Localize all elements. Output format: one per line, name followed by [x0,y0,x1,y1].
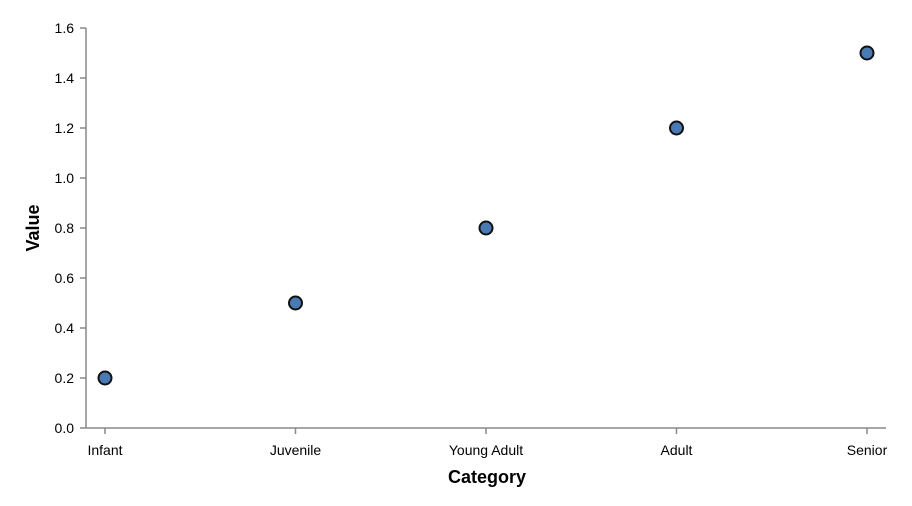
x-axis-title: Category [448,467,526,487]
y-tick-label: 0.4 [55,320,75,336]
x-tick-label: Adult [661,442,693,458]
x-tick-label: Senior [847,442,888,458]
y-axis: 0.0 0.2 0.4 0.6 0.8 1.0 1.2 1.4 1.6 [55,20,87,436]
y-tick-label: 0.6 [55,270,75,286]
data-point [97,370,113,386]
data-point [288,295,303,311]
y-tick-label: 1.4 [55,70,75,86]
y-tick-label: 0.2 [55,370,75,386]
y-tick-label: 1.6 [55,20,75,36]
x-axis: Infant Juvenile Young Adult Adult Senior [86,427,888,458]
data-points [97,45,875,386]
y-tick-label: 1.2 [55,120,75,136]
data-point [478,220,494,236]
y-tick-label: 0.0 [55,420,75,436]
x-tick-label: Young Adult [449,442,523,458]
y-axis-title: Value [23,204,43,251]
y-tick-label: 0.8 [55,220,75,236]
x-tick-label: Infant [87,442,122,458]
data-point [859,45,875,61]
y-tick-label: 1.0 [55,170,75,186]
x-tick-label: Juvenile [270,442,322,458]
data-point [669,120,684,136]
